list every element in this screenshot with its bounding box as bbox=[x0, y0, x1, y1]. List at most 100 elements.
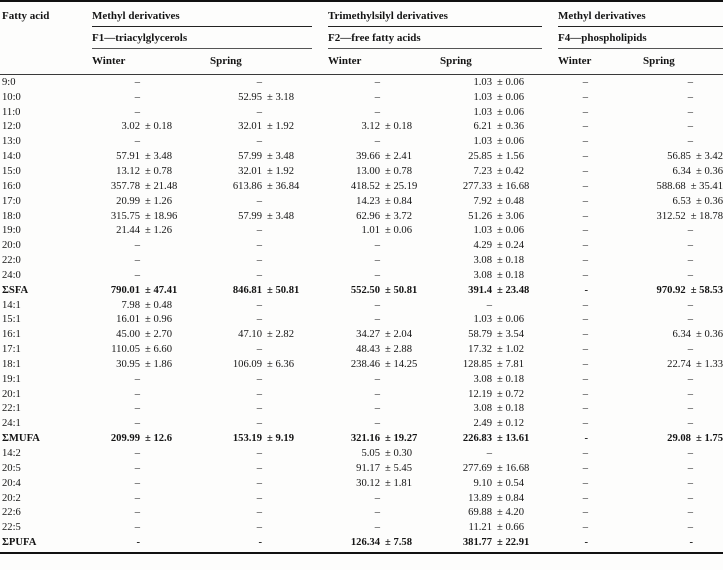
mean-value: 3.08 bbox=[473, 269, 492, 281]
value-cell: – bbox=[558, 92, 643, 103]
value-cell: 12.19 ± 0.72 bbox=[440, 389, 558, 400]
mean-value: 588.68 bbox=[656, 180, 686, 192]
value-cell: – bbox=[92, 463, 210, 474]
mean-value: – bbox=[374, 388, 380, 400]
value-cell: 20.99 ± 1.26 bbox=[92, 196, 210, 207]
table-row: 18:0 315.75 ± 18.96 57.99 ± 3.48 62.96 ± 3.72 5… bbox=[0, 209, 723, 224]
mean-value: – bbox=[256, 373, 262, 385]
mean-value: – bbox=[582, 448, 588, 460]
group-header-trimethylsilyl-f2: Trimethylsilyl derivatives bbox=[328, 2, 558, 27]
value-cell: – bbox=[643, 463, 723, 474]
mean-value: – bbox=[134, 448, 140, 460]
value-cell: – bbox=[558, 196, 643, 207]
mean-value: – bbox=[687, 477, 693, 489]
value-cell: – bbox=[210, 493, 328, 504]
mean-value: 6.21 bbox=[473, 121, 492, 133]
value-cell: 1.03 ± 0.06 bbox=[440, 136, 558, 147]
table-row: 22:1 – – – 3.08 ± 0.18 – – bbox=[0, 402, 723, 417]
fatty-acid-column-header: Fatty acid bbox=[2, 10, 50, 22]
value-cell: 47.10 ± 2.82 bbox=[210, 329, 328, 340]
value-cell: 48.43 ± 2.88 bbox=[328, 344, 440, 355]
table-row: ΣSFA 790.01 ± 47.41 846.81 ± 50.81 552.50 ± 50… bbox=[0, 283, 723, 298]
mean-value: – bbox=[687, 522, 693, 534]
plus-minus-sd: ± 0.18 bbox=[497, 403, 525, 415]
value-cell: – bbox=[210, 448, 328, 459]
plus-minus-sd: ± 5.45 bbox=[385, 462, 413, 474]
mean-value: 1.03 bbox=[473, 314, 492, 326]
mean-value: – bbox=[256, 448, 262, 460]
plus-minus-sd: ± 0.06 bbox=[497, 91, 525, 103]
mean-value: – bbox=[582, 418, 588, 430]
value-cell: – bbox=[92, 255, 210, 266]
value-cell: 13.00 ± 0.78 bbox=[328, 166, 440, 177]
value-cell: – bbox=[92, 448, 210, 459]
value-cell: 552.50 ± 50.81 bbox=[328, 285, 440, 296]
plus-minus-sd: ± 3.48 bbox=[145, 151, 173, 163]
plus-minus-sd: ± 0.06 bbox=[385, 225, 413, 237]
value-cell: – bbox=[643, 478, 723, 489]
plus-minus-sd: ± 0.78 bbox=[145, 165, 173, 177]
plus-minus-sd: ± 0.12 bbox=[497, 418, 525, 430]
value-cell: – bbox=[210, 403, 328, 414]
fatty-acid-label: ΣSFA bbox=[2, 284, 29, 296]
plus-minus-sd: ± 0.18 bbox=[385, 121, 413, 133]
value-cell: – bbox=[210, 255, 328, 266]
value-cell: – bbox=[558, 478, 643, 489]
value-cell: – bbox=[328, 255, 440, 266]
mean-value: – bbox=[687, 314, 693, 326]
fatty-acid-label: ΣPUFA bbox=[2, 537, 37, 549]
mean-value: 12.19 bbox=[468, 388, 492, 400]
mean-value: 9.10 bbox=[473, 477, 492, 489]
table-row: 15:1 16.01 ± 0.96 – – 1.03 ± 0.06 – – bbox=[0, 313, 723, 328]
mean-value: - bbox=[584, 433, 588, 445]
table-row: 22:0 – – – 3.08 ± 0.18 – – bbox=[0, 253, 723, 268]
mean-value: – bbox=[374, 299, 380, 311]
value-cell: 13.89 ± 0.84 bbox=[440, 493, 558, 504]
mean-value: 7.92 bbox=[473, 195, 492, 207]
mean-value: – bbox=[687, 255, 693, 267]
group-header-label: Methyl derivatives bbox=[92, 10, 312, 27]
value-cell: – bbox=[210, 136, 328, 147]
mean-value: – bbox=[582, 403, 588, 415]
value-cell: – bbox=[558, 448, 643, 459]
mean-value: 22.74 bbox=[667, 358, 691, 370]
season-header-f2-spring: Spring bbox=[440, 55, 472, 67]
plus-minus-sd: ± 36.84 bbox=[267, 180, 300, 192]
value-cell: – bbox=[210, 240, 328, 251]
value-cell: – bbox=[328, 522, 440, 533]
fatty-acid-label: 24:0 bbox=[2, 269, 21, 281]
fraction-header-label: F1—triacylglycerols bbox=[92, 32, 312, 49]
fatty-acid-label: ΣMUFA bbox=[2, 433, 40, 445]
mean-value: – bbox=[582, 136, 588, 148]
plus-minus-sd: ± 4.20 bbox=[497, 507, 525, 519]
table-row: 17:1 110.05 ± 6.60 – 48.43 ± 2.88 17.32 ± 1.02 –… bbox=[0, 342, 723, 357]
table-row: 11:0 – – – 1.03 ± 0.06 – – bbox=[0, 105, 723, 120]
mean-value: - bbox=[689, 537, 693, 549]
mean-value: 6.34 bbox=[672, 165, 691, 177]
value-cell: 238.46 ± 14.25 bbox=[328, 359, 440, 370]
plus-minus-sd: ± 21.48 bbox=[145, 180, 178, 192]
mean-value: – bbox=[256, 462, 262, 474]
mean-value: 17.32 bbox=[468, 344, 492, 356]
plus-minus-sd: ± 1.86 bbox=[145, 358, 173, 370]
value-cell: – bbox=[210, 300, 328, 311]
mean-value: 277.69 bbox=[462, 462, 492, 474]
mean-value: 30.12 bbox=[356, 477, 380, 489]
plus-minus-sd: ± 3.54 bbox=[497, 329, 525, 341]
mean-value: – bbox=[134, 492, 140, 504]
plus-minus-sd: ± 7.58 bbox=[385, 537, 413, 549]
plus-minus-sd: ± 0.18 bbox=[145, 121, 173, 133]
mean-value: 62.96 bbox=[356, 210, 380, 222]
plus-minus-sd: ± 0.06 bbox=[497, 136, 525, 148]
value-cell: 3.02 ± 0.18 bbox=[92, 121, 210, 132]
mean-value: 6.34 bbox=[672, 329, 691, 341]
value-cell: 6.34 ± 0.36 bbox=[643, 166, 723, 177]
mean-value: – bbox=[134, 522, 140, 534]
mean-value: 5.05 bbox=[361, 448, 380, 460]
value-cell: – bbox=[558, 344, 643, 355]
mean-value: – bbox=[256, 492, 262, 504]
value-cell: 3.08 ± 0.18 bbox=[440, 374, 558, 385]
value-cell: – bbox=[92, 107, 210, 118]
mean-value: 34.27 bbox=[356, 329, 380, 341]
mean-value: – bbox=[582, 151, 588, 163]
